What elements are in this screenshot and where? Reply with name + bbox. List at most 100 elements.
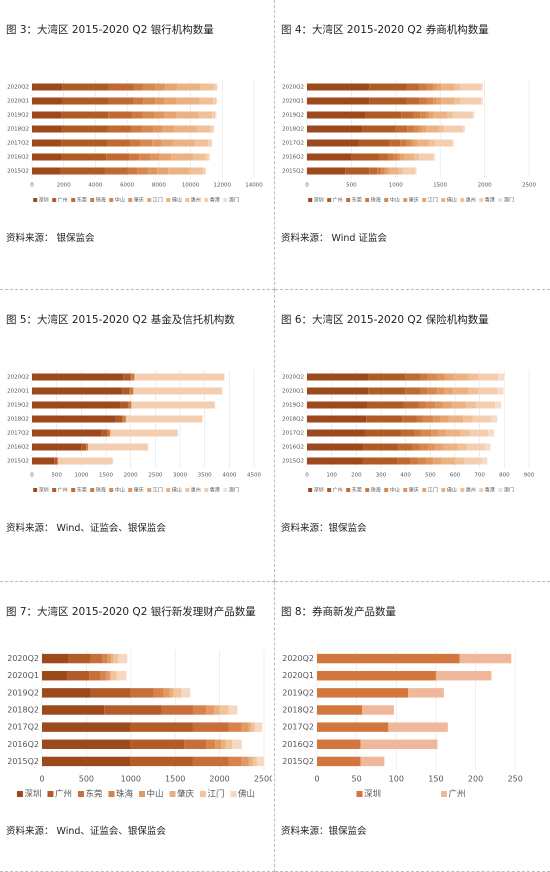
bar-segment bbox=[446, 429, 461, 437]
bar-segment bbox=[142, 111, 155, 119]
x-tick-label: 4500 bbox=[247, 473, 261, 479]
bar-segment bbox=[150, 153, 160, 161]
bar-segment bbox=[441, 457, 455, 465]
x-tick-label: 1000 bbox=[121, 775, 141, 784]
bar-segment bbox=[317, 739, 361, 749]
bar-segment bbox=[139, 153, 151, 161]
bar-segment bbox=[395, 125, 408, 133]
bar-segment bbox=[216, 97, 218, 105]
bar-segment bbox=[107, 429, 111, 437]
figure-title: 图 5：大湾区 2015-2020 Q2 基金及信托机构数 bbox=[6, 314, 235, 326]
bar-segment bbox=[307, 429, 365, 437]
bar-segment bbox=[155, 83, 166, 91]
bar-segment bbox=[108, 83, 134, 91]
bar-segment bbox=[155, 97, 165, 105]
legend-label: 香港 bbox=[210, 197, 220, 204]
bar-segment bbox=[199, 97, 214, 105]
legend-label: 深圳 bbox=[24, 789, 41, 800]
bar-segment bbox=[61, 153, 107, 161]
bar-segment bbox=[416, 415, 424, 423]
y-tick-label: 2020Q1 bbox=[7, 671, 39, 680]
bar-segment bbox=[241, 756, 249, 767]
bar-segment bbox=[435, 671, 492, 681]
bar-segment bbox=[445, 373, 454, 381]
figure-source: 资料来源： Wind、证监会、银保监会 bbox=[6, 523, 166, 534]
bar-segment bbox=[440, 415, 449, 423]
legend-swatch bbox=[147, 488, 152, 492]
bar-segment bbox=[413, 111, 421, 119]
figure-title: 图 4：大湾区 2015-2020 Q2 券商机构数量 bbox=[281, 24, 489, 36]
bar-segment bbox=[481, 83, 483, 91]
legend-swatch bbox=[403, 198, 408, 202]
legend-swatch bbox=[346, 198, 351, 202]
bar-segment bbox=[108, 111, 133, 119]
bar-segment bbox=[216, 83, 218, 91]
bar-segment bbox=[307, 139, 359, 147]
bar-segment bbox=[425, 401, 436, 409]
legend-label: 中山 bbox=[390, 487, 400, 494]
legend-label: 东莞 bbox=[352, 197, 362, 204]
bar-segment bbox=[438, 125, 445, 133]
x-tick-label: 1500 bbox=[433, 183, 447, 189]
bar-segment bbox=[157, 167, 169, 175]
bar-segment bbox=[255, 722, 263, 732]
y-tick-label: 2016Q2 bbox=[282, 155, 304, 161]
figure-cell: 图 7：大湾区 2015-2020 Q2 银行新发理财产品数量 资料来源： Win… bbox=[0, 582, 275, 872]
bar-segment bbox=[365, 111, 402, 119]
bar-segment bbox=[403, 401, 419, 409]
bar-segment bbox=[463, 125, 466, 133]
bar-segment bbox=[106, 153, 130, 161]
figure-source: 资料来源： 银保监会 bbox=[6, 233, 95, 244]
bar-segment bbox=[405, 373, 421, 381]
bar-segment bbox=[405, 387, 420, 395]
bar-segment bbox=[435, 443, 444, 451]
legend-swatch bbox=[128, 488, 133, 492]
legend-swatch bbox=[166, 198, 171, 202]
x-tick-label: 0 bbox=[30, 473, 34, 479]
chart: 0 500 1000 1500 2000 2500 2020Q2 2020Q1 2019Q2 20… bbox=[282, 80, 536, 204]
x-tick-label: 250 bbox=[508, 775, 523, 784]
bar-segment bbox=[351, 153, 379, 161]
bar-segment bbox=[248, 756, 253, 767]
bar-segment bbox=[68, 653, 91, 664]
bar-segment bbox=[123, 415, 126, 423]
bar-segment bbox=[417, 139, 430, 147]
bars bbox=[32, 83, 218, 175]
x-tick-label: 2000 bbox=[209, 775, 229, 784]
y-tick-label: 2020Q2 bbox=[7, 375, 29, 381]
bar-segment bbox=[130, 739, 185, 749]
bar-segment bbox=[388, 722, 448, 732]
bar-segment bbox=[444, 387, 454, 395]
legend-swatch bbox=[90, 198, 95, 202]
bar-segment bbox=[441, 83, 455, 91]
figure-source: 资料来源：银保监会 bbox=[281, 523, 367, 534]
bar-segment bbox=[205, 153, 209, 161]
bar-segment bbox=[134, 387, 222, 395]
bar-segment bbox=[481, 457, 488, 465]
legend-label: 佛山 bbox=[447, 487, 457, 494]
bar-segment bbox=[345, 167, 370, 175]
legend-swatch bbox=[308, 198, 313, 202]
legend-label: 肇庆 bbox=[409, 487, 419, 494]
bar-segment bbox=[108, 97, 134, 105]
x-tick-label: 200 bbox=[351, 473, 362, 479]
bar-segment bbox=[444, 125, 464, 133]
bar-segment bbox=[398, 443, 413, 451]
bar-segment bbox=[433, 153, 435, 161]
bar-segment bbox=[213, 83, 217, 91]
figure-source: 资料来源： Wind 证监会 bbox=[281, 233, 387, 244]
bar-segment bbox=[307, 415, 367, 423]
bar-segment bbox=[317, 688, 409, 698]
bar-segment bbox=[208, 153, 210, 161]
bar-segment bbox=[32, 401, 121, 409]
bar-segment bbox=[32, 457, 55, 465]
x-tick-label: 0 bbox=[314, 775, 319, 784]
bar-segment bbox=[61, 125, 108, 133]
bar-segment bbox=[429, 111, 434, 119]
bar-segment bbox=[488, 429, 494, 437]
bar-segment bbox=[32, 443, 82, 451]
y-tick-label: 2017Q2 bbox=[282, 431, 304, 437]
legend-swatch bbox=[200, 791, 207, 797]
y-tick-label: 2020Q1 bbox=[7, 389, 29, 395]
legend: 深圳 广州 东莞 珠海 中山 肇庆 江门 佛山 惠州 香港 澳门 bbox=[308, 487, 514, 494]
